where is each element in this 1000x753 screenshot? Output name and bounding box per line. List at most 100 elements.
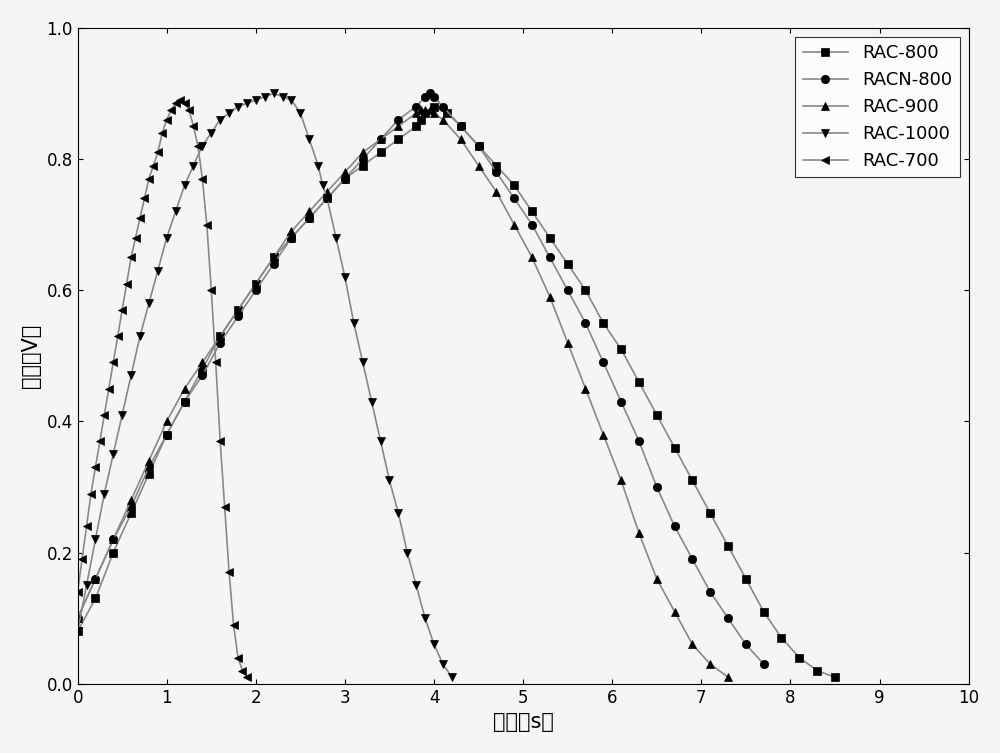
RAC-800 — [392, 135, 404, 144]
RAC-700 — [187, 122, 199, 131]
RAC-1000 — [116, 410, 128, 419]
RACN-800 — [214, 338, 226, 347]
RACN-800 — [722, 614, 734, 623]
RAC-1000 — [72, 626, 84, 636]
RAC-800 — [268, 253, 280, 262]
RAC-800 — [740, 575, 752, 584]
RACN-800 — [125, 502, 137, 511]
RACN-800 — [72, 614, 84, 623]
RAC-700 — [94, 437, 106, 446]
RACN-800 — [89, 575, 101, 584]
RAC-1000 — [317, 181, 329, 190]
RAC-900 — [597, 430, 609, 439]
RAC-700 — [219, 502, 231, 511]
RAC-800 — [579, 285, 591, 294]
RAC-700 — [210, 358, 222, 367]
RAC-900 — [357, 148, 369, 157]
RAC-700 — [81, 522, 93, 531]
RAC-900 — [615, 476, 627, 485]
RAC-700 — [85, 489, 97, 498]
RAC-900 — [321, 187, 333, 197]
RAC-1000 — [161, 233, 173, 242]
RAC-1000 — [392, 509, 404, 518]
RAC-1000 — [410, 581, 422, 590]
RAC-800 — [633, 377, 645, 386]
RACN-800 — [437, 102, 449, 111]
RACN-800 — [455, 122, 467, 131]
RACN-800 — [392, 115, 404, 124]
RAC-700 — [196, 174, 208, 183]
RAC-800 — [250, 279, 262, 288]
RAC-1000 — [303, 135, 315, 144]
RAC-700 — [205, 285, 217, 294]
RAC-1000 — [187, 161, 199, 170]
RAC-700 — [192, 142, 204, 151]
RAC-800 — [415, 115, 427, 124]
RAC-800 — [722, 541, 734, 550]
RAC-700 — [156, 128, 168, 137]
RAC-700 — [232, 653, 244, 662]
RACN-800 — [579, 319, 591, 328]
RAC-800 — [562, 260, 574, 269]
RAC-800 — [704, 509, 716, 518]
Line: RACN-800: RACN-800 — [73, 90, 768, 668]
RAC-800 — [615, 345, 627, 354]
Line: RAC-1000: RAC-1000 — [73, 90, 456, 681]
RAC-900 — [544, 292, 556, 301]
RAC-800 — [669, 443, 681, 452]
RAC-900 — [415, 105, 427, 114]
RAC-1000 — [383, 476, 395, 485]
RAC-700 — [121, 279, 133, 288]
RAC-800 — [455, 122, 467, 131]
RAC-700 — [76, 555, 88, 564]
RAC-800 — [419, 108, 431, 117]
RAC-1000 — [152, 266, 164, 275]
RACN-800 — [562, 285, 574, 294]
RAC-700 — [165, 105, 177, 114]
RACN-800 — [686, 555, 698, 564]
RAC-900 — [339, 168, 351, 177]
Line: RAC-800: RAC-800 — [73, 102, 839, 681]
RAC-700 — [98, 410, 110, 419]
RAC-900 — [704, 660, 716, 669]
RAC-1000 — [205, 128, 217, 137]
RACN-800 — [669, 522, 681, 531]
RAC-700 — [223, 568, 235, 577]
RAC-800 — [829, 672, 841, 681]
RAC-900 — [633, 529, 645, 538]
RAC-800 — [775, 633, 787, 642]
RAC-1000 — [428, 640, 440, 649]
RACN-800 — [704, 587, 716, 596]
Line: RAC-900: RAC-900 — [73, 105, 732, 681]
RACN-800 — [303, 214, 315, 223]
RAC-800 — [357, 161, 369, 170]
RAC-1000 — [437, 660, 449, 669]
RACN-800 — [526, 220, 538, 229]
RAC-700 — [228, 620, 240, 630]
RAC-1000 — [98, 489, 110, 498]
RAC-700 — [241, 672, 253, 681]
Line: RAC-700: RAC-700 — [73, 96, 251, 681]
RAC-900 — [651, 575, 663, 584]
RAC-800 — [410, 122, 422, 131]
RACN-800 — [285, 233, 297, 242]
RAC-900 — [473, 161, 485, 170]
RAC-1000 — [419, 614, 431, 623]
RAC-700 — [116, 306, 128, 315]
RAC-1000 — [294, 108, 306, 117]
RAC-1000 — [170, 207, 182, 216]
RAC-700 — [152, 148, 164, 157]
RAC-800 — [793, 653, 805, 662]
RACN-800 — [428, 92, 440, 101]
RAC-900 — [392, 122, 404, 131]
RAC-1000 — [339, 273, 351, 282]
RAC-1000 — [366, 397, 378, 406]
RAC-900 — [490, 187, 502, 197]
RAC-1000 — [277, 92, 289, 101]
RAC-900 — [669, 607, 681, 616]
RAC-900 — [722, 672, 734, 681]
RAC-1000 — [223, 108, 235, 117]
X-axis label: 时间（s）: 时间（s） — [493, 712, 554, 732]
RAC-700 — [112, 331, 124, 340]
RAC-900 — [303, 207, 315, 216]
